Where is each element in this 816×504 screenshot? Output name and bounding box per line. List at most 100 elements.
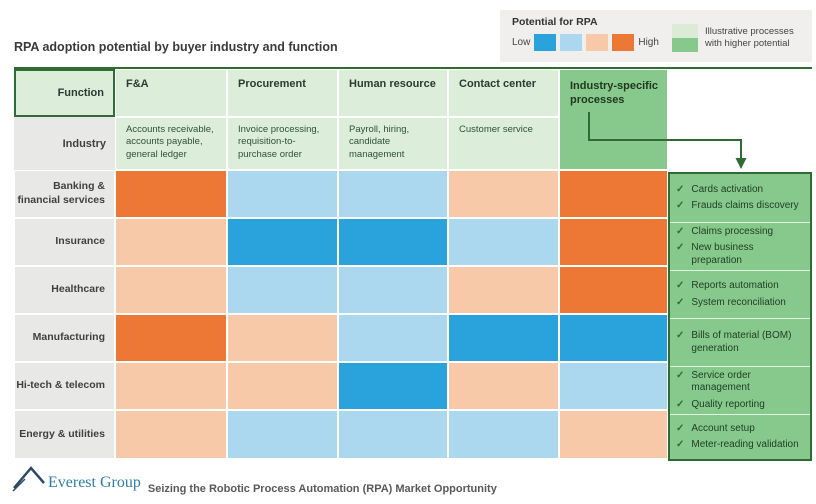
legend-scale: Low High [512, 34, 672, 51]
everest-group-logo: Everest Group [12, 462, 141, 492]
process-column-header-space [668, 69, 812, 172]
matrix-grid: Function F&A Procurement Human resource … [14, 69, 668, 459]
process-item: ✓ Reports automation [676, 278, 806, 295]
heat-cell-med_low [338, 410, 448, 459]
heat-cell-low [559, 314, 668, 362]
process-label: Cards activation [691, 183, 764, 195]
industry-row-label: Manufacturing [14, 314, 115, 362]
process-cell: ✓ Bills of material (BOM) generation [670, 318, 810, 366]
heat-cell-med_low [448, 218, 559, 266]
process-list: ✓ Cards activation ✓ Frauds claims discover… [668, 172, 812, 461]
heat-cell-high [115, 170, 227, 218]
process-label: Claims processing [691, 225, 774, 237]
process-cell: ✓ Claims processing ✓ New business preparat… [670, 222, 810, 270]
heat-cell-med_high [448, 170, 559, 218]
process-item: ✓ Meter-reading validation [676, 437, 806, 454]
process-item: ✓ Quality reporting [676, 397, 806, 414]
heat-cell-med_high [115, 266, 227, 314]
swatch-high [612, 34, 635, 51]
heat-cell-high [559, 170, 668, 218]
heat-cell-med_high [227, 314, 338, 362]
check-icon: ✓ [676, 225, 685, 237]
swatch-low [534, 34, 557, 51]
check-icon: ✓ [676, 280, 685, 291]
heat-cell-med_low [227, 410, 338, 459]
process-label: New business preparation [691, 242, 754, 266]
industry-row-label: Healthcare [14, 266, 115, 314]
check-icon: ✓ [676, 439, 685, 450]
footer-tagline: Seizing the Robotic Process Automation (… [147, 483, 497, 495]
process-label: Service order management [691, 369, 751, 394]
process-cell: ✓ Account setup ✓ Meter-reading validation [670, 414, 810, 459]
col-desc-human-resource: Payroll, hiring, candidate management [338, 117, 448, 170]
process-item: ✓ Account setup [676, 421, 806, 438]
heat-cell-med_high [448, 266, 559, 314]
industry-row-label: Banking & financial services [14, 170, 115, 218]
check-icon: ✓ [676, 242, 685, 254]
industry-row-label: Hi-tech & telecom [14, 362, 115, 410]
swatch-med-high [586, 34, 609, 51]
col-header-procurement: Procurement [227, 69, 338, 117]
process-item: ✓ Frauds claims discovery [676, 198, 806, 215]
swatch-med-low [560, 34, 583, 51]
legend-green-label: Illustrative processes with higher poten… [705, 26, 794, 49]
heat-cell-med_high [115, 410, 227, 459]
process-cell: ✓ Cards activation ✓ Frauds claims discover… [670, 174, 810, 222]
heat-cell-low [448, 314, 559, 362]
col-header-industry-specific: Industry-specific processes [559, 69, 668, 170]
process-item: ✓ Bills of material (BOM) generation [676, 328, 806, 357]
legend-high-label: High [638, 37, 659, 48]
industry-row-label: Insurance [14, 218, 115, 266]
process-label: Account setup [691, 422, 755, 434]
heat-cell-med_low [338, 314, 448, 362]
check-icon: ✓ [676, 398, 685, 410]
legend-low-label: Low [512, 37, 531, 48]
col-header-fa: F&A [115, 69, 227, 117]
process-item: ✓ New business preparation [676, 240, 806, 269]
check-icon: ✓ [676, 200, 685, 211]
heat-cell-low [227, 218, 338, 266]
legend-scale-section: Potential for RPA Low High [500, 10, 672, 62]
process-label: Quality reporting [691, 398, 765, 410]
mountain-peak-icon [12, 466, 45, 492]
process-cell: ✓ Service order management ✓ Quality report… [670, 366, 810, 414]
process-cell: ✓ Reports automation ✓ System reconciliatio… [670, 270, 810, 318]
heat-cell-high [559, 218, 668, 266]
check-icon: ✓ [676, 330, 685, 341]
corner-industry: Industry [14, 117, 115, 170]
legend-green-section: Illustrative processes with higher poten… [672, 10, 805, 62]
figure-title: RPA adoption potential by buyer industry… [14, 40, 338, 54]
heat-cell-med_low [227, 266, 338, 314]
check-icon: ✓ [676, 422, 685, 434]
corner-function: Function [14, 69, 115, 117]
process-column: ✓ Cards activation ✓ Frauds claims discover… [668, 69, 812, 461]
heat-cell-med_high [115, 218, 227, 266]
heat-cell-low [338, 218, 448, 266]
process-label: Bills of material (BOM) generation [691, 330, 792, 354]
heat-cell-med_low [227, 170, 338, 218]
col-desc-procurement: Invoice processing, requisition-to-purch… [227, 117, 338, 170]
heat-cell-high [559, 266, 668, 314]
swatch-green-dark [672, 38, 698, 52]
check-icon: ✓ [676, 369, 685, 381]
col-desc-fa: Accounts receivable, accounts payable, g… [115, 117, 227, 170]
matrix-table: Function F&A Procurement Human resource … [14, 67, 812, 461]
heat-cell-med_low [559, 362, 668, 410]
legend-title: Potential for RPA [512, 16, 598, 28]
heat-cell-med_low [448, 410, 559, 459]
process-item: ✓ Cards activation [676, 182, 806, 199]
col-header-contact-center: Contact center [448, 69, 559, 117]
process-item: ✓ System reconciliation [676, 295, 806, 312]
logo-text: Everest Group [48, 474, 141, 491]
heat-cell-low [338, 362, 448, 410]
heat-cell-med_high [227, 362, 338, 410]
heat-cell-med_high [448, 362, 559, 410]
check-icon: ✓ [676, 296, 685, 308]
process-item: ✓ Claims processing [676, 224, 806, 241]
process-item: ✓ Service order management [676, 368, 806, 397]
check-icon: ✓ [676, 183, 685, 195]
process-label: Frauds claims discovery [691, 200, 799, 211]
process-label: Meter-reading validation [691, 439, 799, 450]
process-label: System reconciliation [691, 296, 786, 308]
